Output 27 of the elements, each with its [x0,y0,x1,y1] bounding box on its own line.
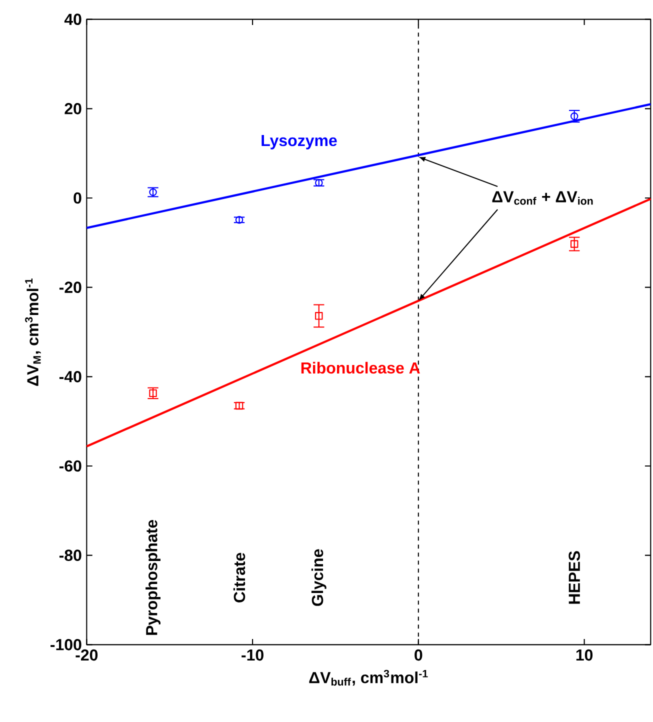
annotation: HEPES [568,551,580,604]
y-tick-label: 40 [64,14,82,25]
y-tick-label: -40 [59,371,82,382]
point [235,216,244,224]
point [315,312,323,320]
x-tick-label: 0 [414,649,422,661]
point [315,178,323,187]
point [235,402,244,410]
y-tick-label: -60 [59,460,82,472]
point [570,112,578,120]
x-axis-title: ΔV$_{buff}$, cm$^{3}$mol$^{-1}$ [309,670,428,686]
y-axis-title: ΔV$_{M}$, cm$^{3}$mol$^{-1}$ [25,278,41,386]
annotation: ΔV$_{conf}$ + ΔV$_{ion}$ [492,191,593,205]
y-tick-label: 0 [74,192,82,204]
x-tick-label: -10 [242,649,264,661]
text: Ribonuclease A [301,362,420,374]
y-tick-label: -100 [50,639,82,650]
y-tick-label: -20 [59,282,82,293]
annotation: Glycine [311,549,326,606]
annotation: Citrate [233,552,246,602]
x-tick-label: -20 [76,649,98,661]
y-tick-label: -80 [59,550,82,561]
point [570,240,578,248]
x-tick-label: 10 [576,649,593,661]
text: Lysozyme [262,135,337,150]
annotation: Pyrophosphate [146,520,160,635]
y-tick-label: 20 [64,103,82,114]
